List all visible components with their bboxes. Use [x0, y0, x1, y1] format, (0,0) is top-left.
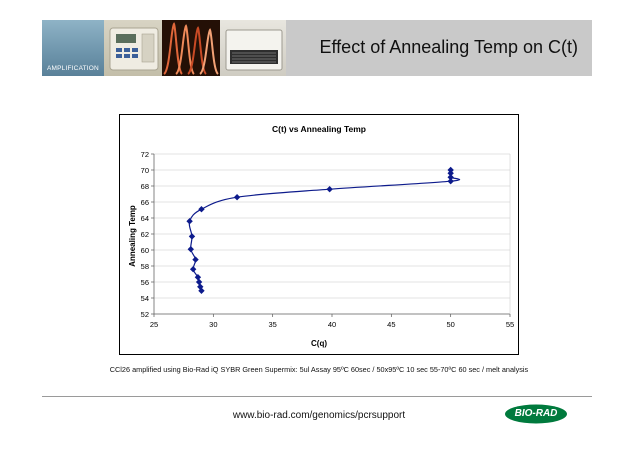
data-point-1 [197, 283, 204, 290]
data-point-15 [447, 166, 454, 174]
data-point-11 [326, 186, 333, 193]
series-markers [186, 166, 454, 294]
axes [151, 153, 511, 317]
slide-header: AMPLIFICATION [42, 20, 592, 76]
y-tick-label-4: 60 [141, 246, 149, 255]
data-point-4 [189, 266, 197, 273]
y-tick-label-8: 68 [141, 182, 149, 191]
data-point-13 [447, 174, 454, 181]
data-point-10 [233, 194, 241, 201]
logo-text: BIO-RAD [514, 408, 558, 419]
data-point-3 [194, 274, 202, 281]
chart-title: C(t) vs Annealing Temp [272, 124, 366, 134]
gridlines [154, 153, 510, 315]
data-point-8 [186, 218, 193, 225]
amplification-plot-tile [162, 20, 220, 76]
x-axis-label: C(q) [311, 339, 327, 348]
bio-rad-logo: BIO-RAD [504, 404, 568, 424]
x-tick-label-3: 40 [328, 320, 336, 329]
instrument-photo-tile [104, 20, 162, 76]
data-point-9 [198, 206, 205, 213]
y-tick-label-7: 66 [141, 198, 149, 207]
x-tick-label-5: 50 [446, 320, 454, 329]
y-tick-label-0: 52 [141, 310, 149, 319]
x-tick-label-0: 25 [150, 320, 158, 329]
x-tick-label-4: 45 [387, 320, 395, 329]
page-title: Effect of Annealing Temp on C(t) [319, 37, 579, 57]
y-tick-label-9: 70 [141, 166, 149, 175]
amplification-banner-tile: AMPLIFICATION [42, 20, 104, 76]
data-point-5 [192, 256, 199, 263]
data-point-12 [447, 178, 454, 185]
y-axis-label: Annealing Temp [128, 205, 137, 267]
x-tick-label-6: 55 [506, 320, 514, 329]
y-tick-label-5: 62 [141, 230, 149, 239]
y-tick-label-6: 64 [141, 214, 149, 223]
tick-labels: 52 54 56 58 60 62 64 66 68 70 72 25 30 35 40 45 50 55 [141, 150, 515, 329]
data-point-2 [195, 278, 203, 286]
section-label: AMPLIFICATION [47, 65, 99, 72]
y-tick-label-2: 56 [141, 278, 149, 287]
series-line [188, 170, 461, 291]
x-tick-label-1: 30 [209, 320, 217, 329]
y-tick-label-3: 58 [141, 262, 149, 271]
data-point-6 [187, 246, 194, 253]
scatter-chart: C(t) vs Annealing Temp 52 54 56 58 60 62 64 66 6… [128, 124, 515, 348]
experiment-caption: CCl26 amplified using Bio-Rad iQ SYBR Gr… [109, 365, 529, 374]
y-tick-label-10: 72 [141, 150, 149, 159]
y-tick-label-1: 54 [141, 294, 149, 303]
logo-oval-icon [505, 404, 567, 424]
data-point-7 [188, 233, 196, 240]
title-tile: Effect of Annealing Temp on C(t) [286, 20, 592, 76]
thermal-cycler-photo-tile [220, 20, 286, 76]
x-tick-label-2: 35 [268, 320, 276, 329]
chart-frame: C(t) vs Annealing Temp 52 54 56 58 60 62 64 66 6… [119, 114, 519, 355]
footer-url-link[interactable]: www.bio-rad.com/genomics/pcrsupport [232, 410, 406, 421]
footer-divider [42, 396, 592, 397]
